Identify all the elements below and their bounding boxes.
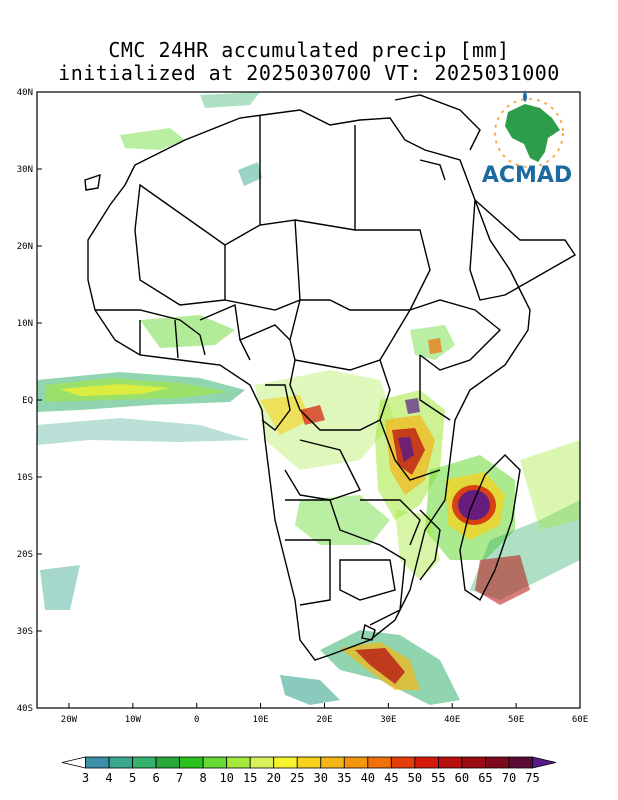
colorbar-label: 25 (290, 771, 304, 785)
colorbar-label: 8 (200, 771, 207, 785)
latitude-label: 10N (17, 319, 33, 329)
colorbar-label: 15 (243, 771, 257, 785)
longitude-label: 20W (61, 715, 78, 725)
colorbar-swatch (249, 756, 275, 769)
country-borders (84, 94, 576, 661)
latitude-label: 40S (17, 704, 33, 714)
colorbar-label: 45 (384, 771, 398, 785)
precip-field (37, 92, 580, 705)
colorbar-swatch (155, 756, 181, 769)
colorbar-swatch (202, 756, 228, 769)
africa-map-logo-icon (494, 90, 564, 168)
colorbar-label: 75 (525, 771, 539, 785)
colorbar-label: 6 (152, 771, 159, 785)
latitude-label: 30N (17, 165, 33, 175)
colorbar-swatch (414, 756, 439, 769)
colorbar-swatch (179, 756, 204, 769)
colorbar-swatch (461, 756, 486, 769)
colorbar-label: 40 (361, 771, 375, 785)
colorbar-swatch (132, 756, 157, 769)
latitude-label: 40N (17, 88, 33, 98)
map-title-line-1: CMC 24HR accumulated precip [mm] (108, 38, 510, 62)
colorbar-swatch (343, 756, 369, 769)
colorbar-swatch (320, 756, 345, 769)
colorbar-label: 3 (82, 771, 89, 785)
latitude-labels: 40N 30N 20N 10N EQ 10S 20S 30S 40S (17, 88, 42, 714)
colorbar-label: 4 (105, 771, 112, 785)
colorbar-label: 70 (502, 771, 516, 785)
latitude-label: 30S (17, 627, 33, 637)
colorbar-label: 7 (176, 771, 183, 785)
longitude-label: 10E (252, 715, 268, 725)
longitude-label: 0 (194, 715, 199, 725)
colorbar-swatch (273, 756, 298, 769)
colorbar-label: 65 (478, 771, 492, 785)
colorbar-label: 30 (314, 771, 328, 785)
colorbar-swatch (226, 756, 251, 769)
longitude-label: 20E (316, 715, 332, 725)
colorbar-boxes (61, 756, 557, 769)
latitude-label: 10S (17, 473, 33, 483)
colorbar-label: 60 (455, 771, 469, 785)
latitude-label: EQ (22, 396, 33, 406)
longitude-label: 60E (572, 715, 588, 725)
colorbar-label: 10 (219, 771, 233, 785)
colorbar-swatch (508, 756, 533, 769)
colorbar-swatch (437, 756, 463, 769)
longitude-label: 50E (508, 715, 524, 725)
colorbar-swatch (61, 756, 86, 769)
latitude-label: 20N (17, 242, 33, 252)
colorbar-swatch (85, 756, 110, 769)
colorbar-labels: 3 4 5 6 7 8 10 15 20 25 30 35 40 45 50 55 60 65 70 75 (82, 771, 540, 785)
colorbar-swatch (108, 756, 133, 769)
colorbar-swatch (367, 756, 392, 769)
colorbar-swatch (532, 756, 557, 769)
colorbar-swatch (296, 756, 322, 769)
logo-text: ACMAD (482, 163, 572, 188)
colorbar-label: 20 (266, 771, 280, 785)
colorbar-label: 55 (431, 771, 445, 785)
longitude-label: 30E (380, 715, 396, 725)
colorbar-label: 5 (129, 771, 136, 785)
longitude-labels: 20W 10W 0 10E 20E 30E 40E 50E 60E (61, 703, 588, 725)
longitude-label: 10W (125, 715, 142, 725)
acmad-logo: ACMAD (482, 90, 572, 188)
colorbar-label: 50 (408, 771, 422, 785)
colorbar-swatch (485, 756, 510, 769)
colorbar-label: 35 (337, 771, 351, 785)
colorbar-swatch (390, 756, 416, 769)
latitude-label: 20S (17, 550, 33, 560)
map-title-line-2: initialized at 2025030700 VT: 2025031000 (58, 61, 560, 85)
longitude-label: 40E (444, 715, 460, 725)
